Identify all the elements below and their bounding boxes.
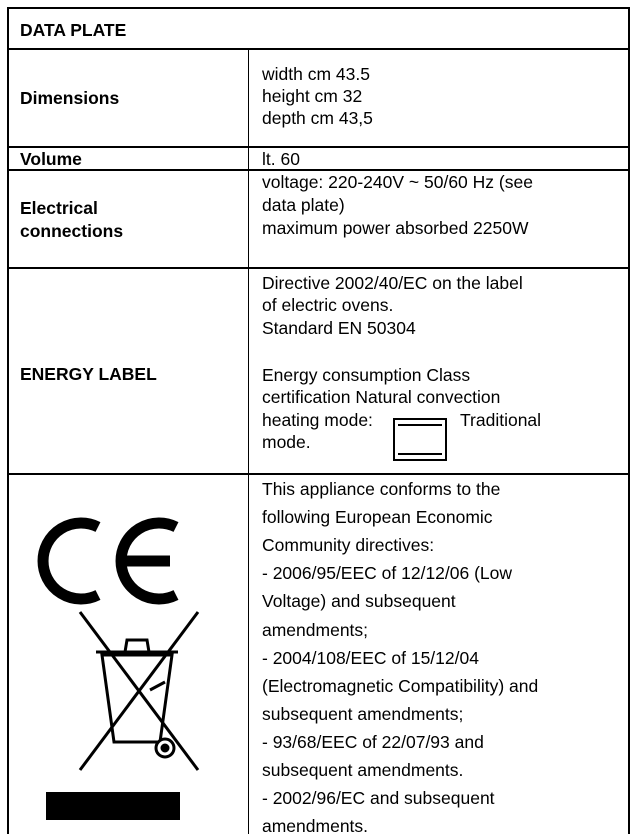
row-text: maximum power absorbed 2250W <box>262 218 529 238</box>
row-text: heating mode: <box>262 410 373 430</box>
row-label: Volume <box>20 149 82 169</box>
row-text: height cm 32 <box>262 86 363 106</box>
row-border <box>7 146 630 148</box>
row-border <box>7 48 630 50</box>
row-text: width cm 43.5 <box>262 64 370 84</box>
row-text: Standard EN 50304 <box>262 318 416 338</box>
row-border <box>7 267 630 269</box>
black-bar <box>46 792 180 820</box>
row-text: data plate) <box>262 195 345 215</box>
row-text: Energy consumption Class <box>262 365 471 385</box>
row-text: certification Natural convection <box>262 387 501 407</box>
row-border <box>7 473 630 475</box>
row-text: Traditional <box>460 410 542 430</box>
row-text: Directive 2002/40/EC on the label <box>262 273 523 293</box>
row-text: subsequent amendments; <box>262 703 464 724</box>
row-text: subsequent amendments. <box>262 760 464 780</box>
row-text: Community directives: <box>262 535 435 556</box>
row-label: connections <box>20 221 124 241</box>
border <box>7 7 630 9</box>
row-label: Electrical <box>20 198 98 218</box>
row-text: amendments; <box>262 619 369 640</box>
row-label: ENERGY LABEL <box>20 364 157 384</box>
row-label: Dimensions <box>20 88 120 108</box>
row-text: Voltage) and subsequent <box>262 591 456 612</box>
row-text: - 2002/96/EC and subsequent <box>262 788 495 809</box>
column-divider <box>248 49 249 834</box>
row-text: following European Economic <box>262 507 493 528</box>
row-text: - 2006/95/EEC of 12/12/06 (Low <box>262 563 513 584</box>
border <box>628 7 630 834</box>
row-text: voltage: 220-240V ~ 50/60 Hz (see <box>262 172 533 192</box>
border <box>7 7 9 834</box>
row-text: - 2004/108/EEC of 15/12/04 <box>262 647 479 668</box>
row-text: (Electromagnetic Compatibility) and <box>262 675 539 696</box>
row-border <box>7 169 630 171</box>
mode-icon <box>393 418 447 461</box>
row-text: depth cm 43,5 <box>262 108 373 128</box>
row-text: lt. 60 <box>262 149 300 169</box>
row-text: of electric ovens. <box>262 295 394 315</box>
table-title: DATA PLATE <box>20 20 127 40</box>
ce-mark <box>37 517 179 605</box>
row-text: This appliance conforms to the <box>262 479 501 499</box>
row-text: mode. <box>262 432 311 452</box>
row-text: amendments. <box>262 816 369 834</box>
weee-bin <box>78 611 200 771</box>
row-text: - 93/68/EEC of 22/07/93 and <box>262 731 484 752</box>
